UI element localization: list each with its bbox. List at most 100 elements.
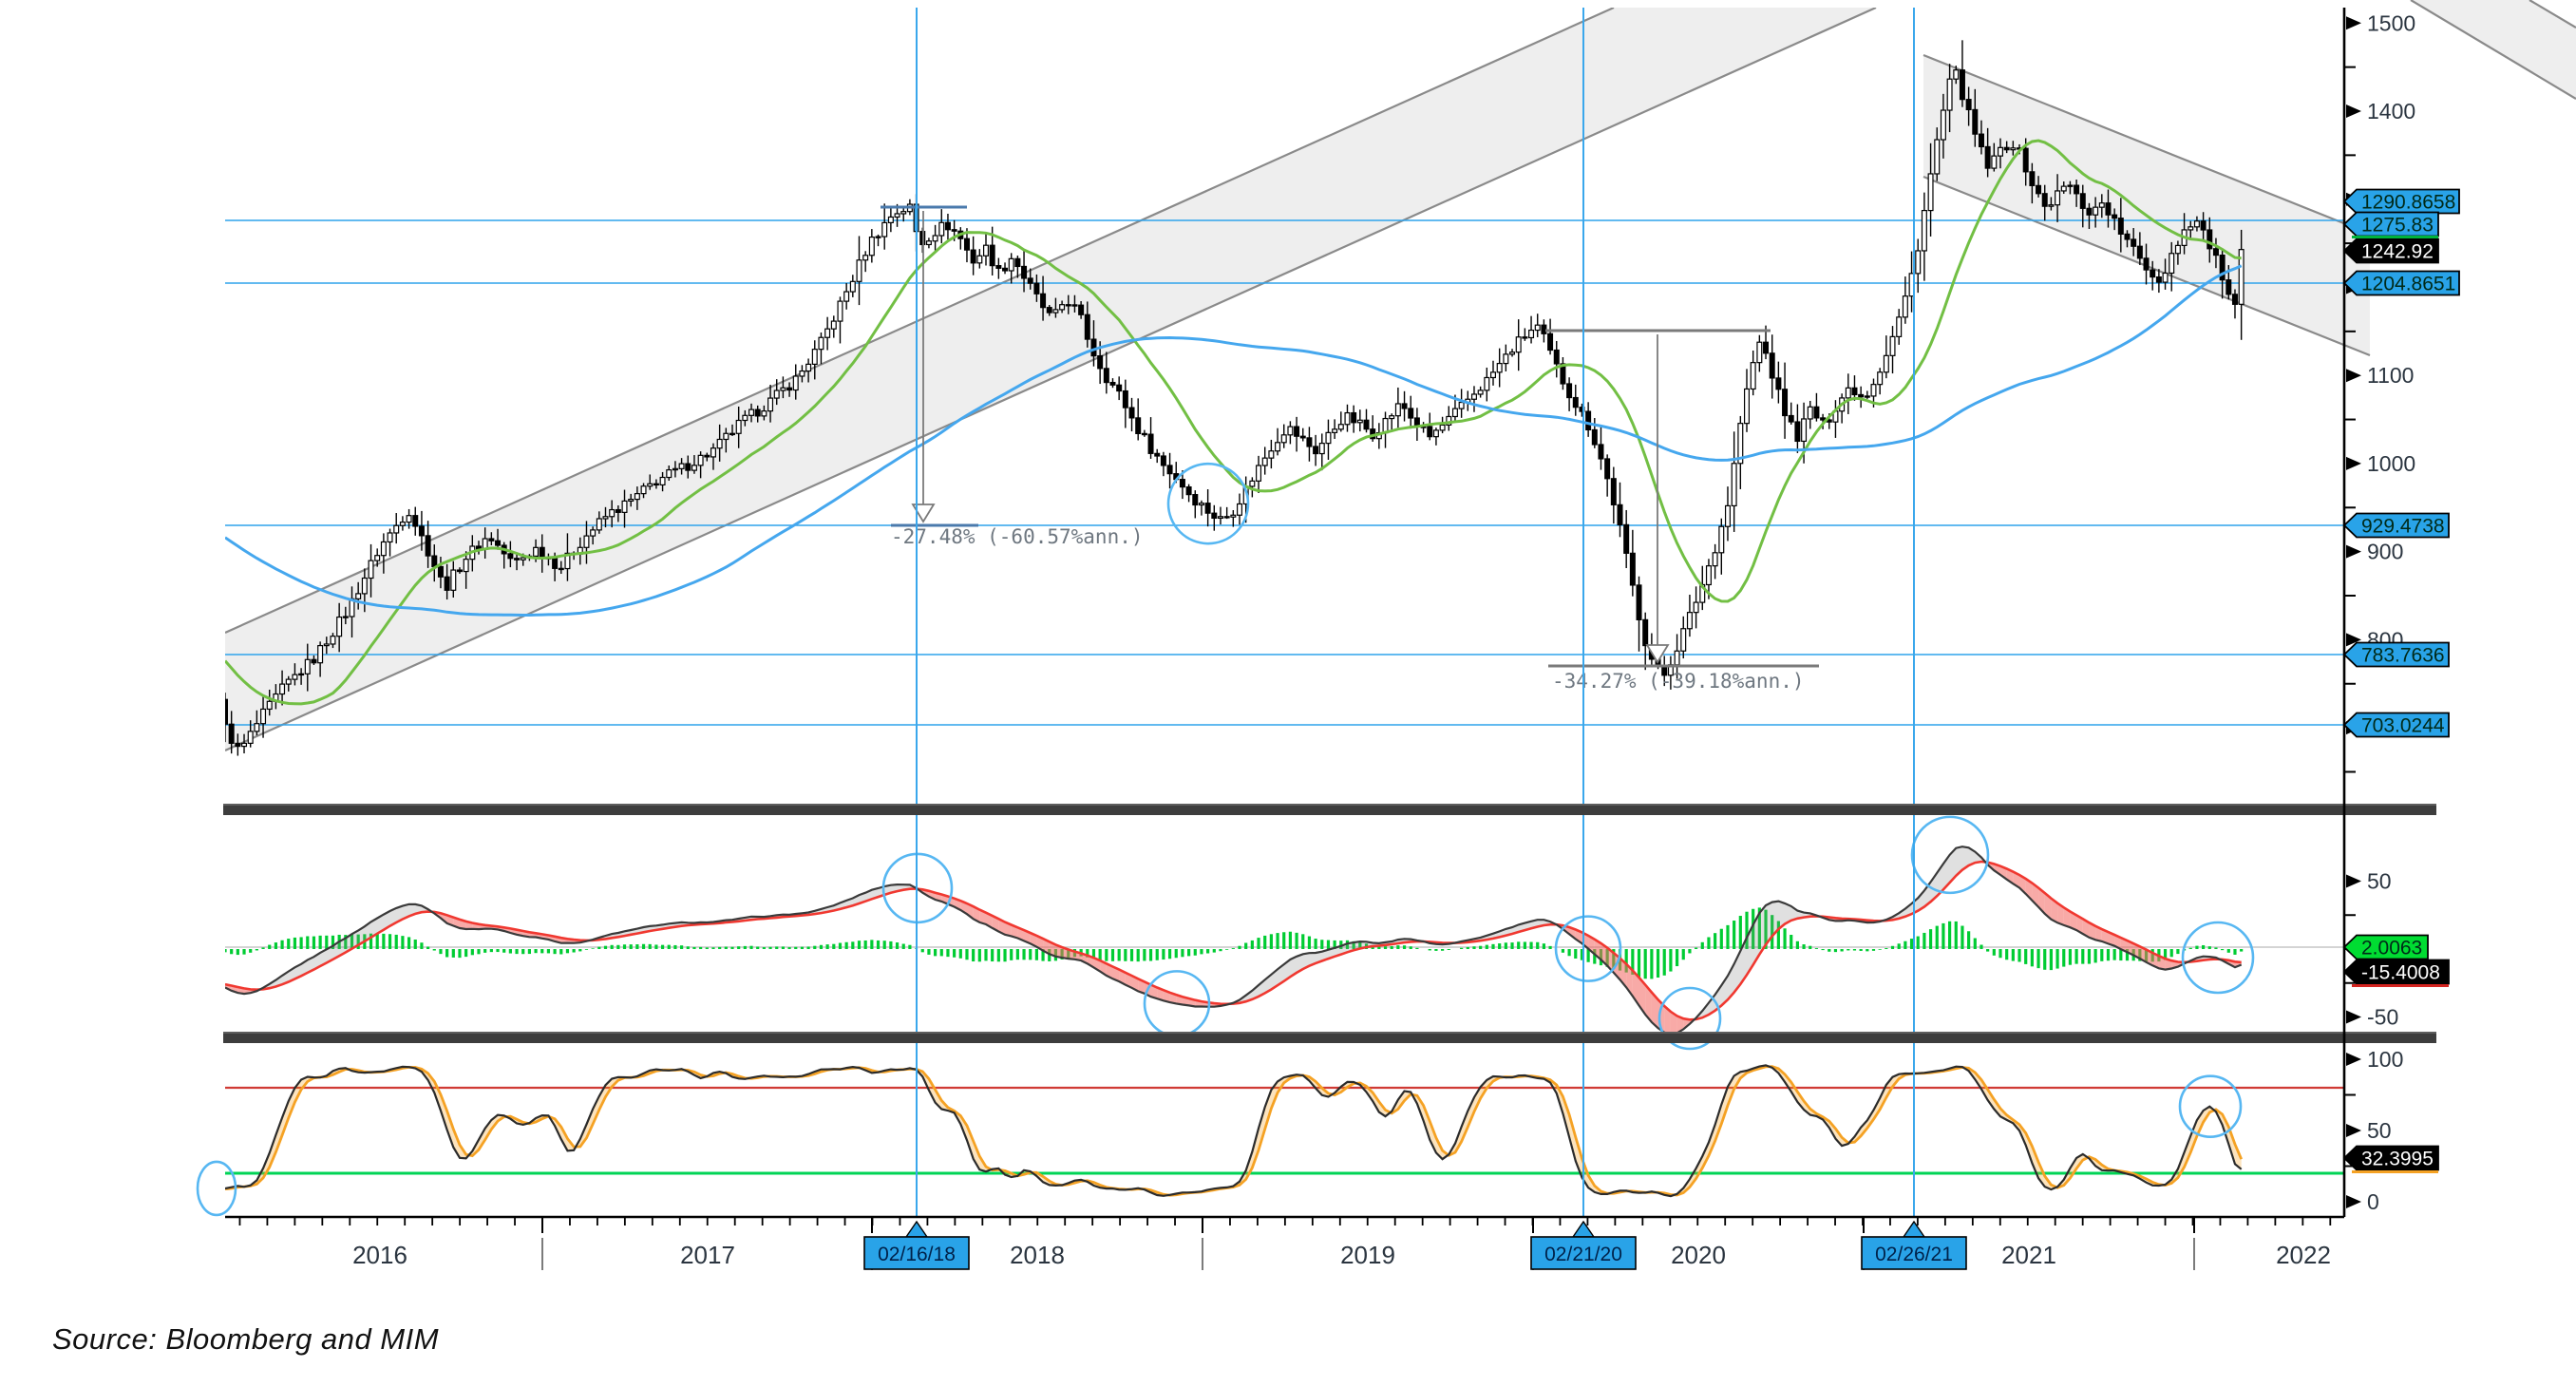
candle [1560, 363, 1566, 385]
highlight-circle[interactable] [2178, 1074, 2243, 1138]
crosshairs[interactable] [916, 8, 1915, 1217]
date-tag-box[interactable] [1861, 1236, 1967, 1270]
candle [361, 577, 368, 595]
candle [824, 328, 831, 338]
macd-fill [2158, 956, 2166, 970]
candle [1636, 584, 1642, 620]
candle [520, 557, 526, 560]
candle [1027, 277, 1033, 284]
divider-1[interactable] [223, 804, 2436, 815]
macd-fill [1752, 913, 1760, 965]
candle [1033, 282, 1040, 294]
macd-panel [225, 846, 2344, 1032]
candle [1446, 415, 1452, 426]
candle [292, 674, 298, 680]
trend-channels [225, 0, 2576, 752]
macd-fill [1157, 987, 1164, 1001]
candle [1718, 525, 1725, 554]
candle [982, 244, 989, 256]
candle [387, 532, 393, 543]
candle [1984, 145, 1991, 169]
candle [317, 645, 324, 664]
candle [1553, 349, 1560, 365]
macd-fill [1759, 905, 1766, 955]
highlight-circle[interactable] [1657, 986, 1722, 1051]
date-tag-box[interactable] [863, 1236, 970, 1270]
divider-2[interactable] [223, 1032, 2436, 1043]
candle [1972, 108, 1979, 135]
candle [1998, 146, 2004, 157]
macd-fill [2051, 898, 2058, 923]
candle [672, 467, 678, 471]
candle [2136, 245, 2143, 259]
candle [1496, 362, 1503, 373]
macd-fill [1778, 901, 1785, 929]
year-label: 2020 [1671, 1241, 1726, 1269]
candle [944, 221, 951, 231]
candle [1693, 601, 1699, 614]
candle [697, 454, 704, 466]
candle [1135, 417, 1142, 434]
highlight-circle[interactable] [1166, 462, 1250, 545]
chart-canvas: -27.48% (-60.57%ann.) -34.27% (-39.18%ann… [196, 0, 2576, 1270]
candle [856, 259, 862, 282]
stoch-fill [479, 1128, 485, 1150]
macd-fill [1106, 963, 1113, 979]
candle [1484, 376, 1490, 391]
date-tag-box[interactable] [1530, 1236, 1637, 1270]
highlight-circle[interactable] [1910, 815, 1990, 895]
macd-fill [1252, 985, 1259, 999]
macd-fill [320, 949, 327, 966]
candle [970, 249, 976, 264]
macd-fill [294, 963, 302, 979]
stoch-fill [2228, 1127, 2235, 1165]
macd-fill [1297, 954, 1303, 973]
measurements[interactable]: -27.48% (-60.57%ann.) -34.27% (-39.18%ann… [881, 205, 1819, 693]
macd-fill [992, 915, 999, 932]
highlight-circle[interactable] [1554, 915, 1622, 982]
stoch-fill [928, 1078, 936, 1103]
candle [1965, 99, 1972, 111]
candle [2226, 279, 2232, 295]
macd-fill [2152, 953, 2159, 969]
candle [1059, 304, 1066, 311]
highlight-circle[interactable] [2181, 921, 2255, 995]
candle [1566, 383, 1573, 399]
candle [704, 454, 710, 458]
macd-fill [1005, 922, 1012, 937]
panel-dividers[interactable] [223, 804, 2436, 1043]
macd-fill [1670, 1011, 1677, 1032]
candle [1337, 424, 1344, 430]
macd-fill [2089, 922, 2096, 940]
candle [1046, 307, 1052, 314]
candle [456, 569, 463, 573]
candle [894, 213, 900, 218]
candle [2200, 220, 2207, 231]
macd-fill [358, 926, 365, 945]
macd-fill [1290, 956, 1297, 978]
candle [1128, 407, 1135, 419]
candle [640, 485, 647, 495]
candle [1230, 514, 1237, 518]
candle [849, 280, 856, 293]
candle [830, 320, 837, 330]
candle [380, 541, 387, 557]
macd-fill [1278, 964, 1284, 986]
annotation-circles[interactable] [196, 462, 2255, 1217]
candle [254, 723, 260, 732]
candle [735, 419, 742, 434]
candle [951, 229, 957, 232]
candle [266, 700, 273, 711]
axis-tick-arrow-icon [2346, 544, 2361, 559]
macd-fill [370, 918, 378, 938]
stoch-k-line [225, 1064, 2243, 1198]
candle [596, 518, 602, 531]
candle [247, 731, 254, 745]
candle [2041, 193, 2048, 207]
date-tags[interactable]: 02/16/18 02/21/20 02/26/21 [863, 1220, 1967, 1270]
candle [900, 211, 907, 215]
candle [228, 723, 235, 745]
highlight-circle[interactable] [196, 1160, 237, 1217]
macd-fill [1766, 902, 1772, 945]
